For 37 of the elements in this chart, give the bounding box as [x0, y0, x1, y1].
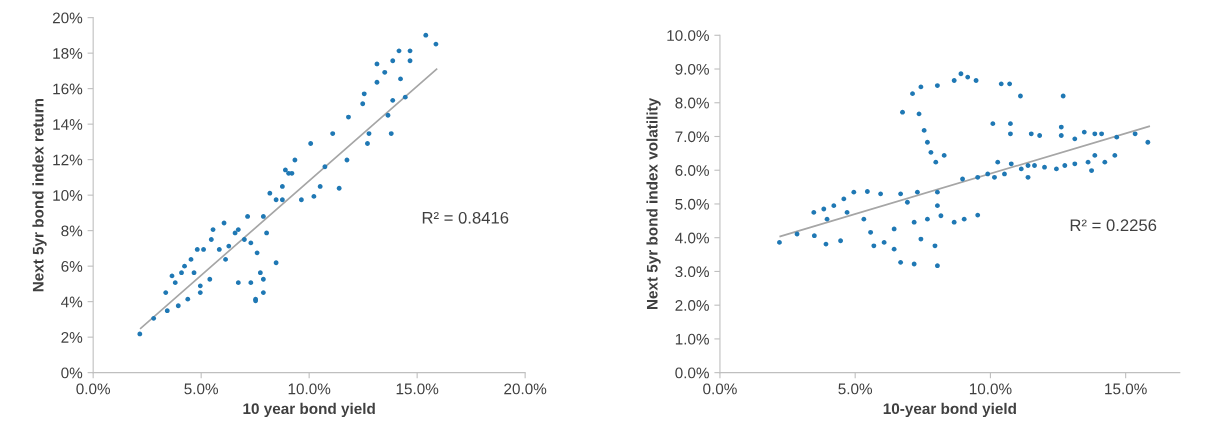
y-tick-label: 8.0% — [675, 97, 709, 109]
y-tick-label: 20% — [52, 12, 83, 24]
y-tick-label: 10.0% — [667, 30, 709, 41]
y-tick-label: 2.0% — [675, 300, 709, 311]
y-tick-label: 8% — [61, 225, 83, 237]
y-tick-label: 5.0% — [675, 198, 709, 210]
y-tick-label: 1.0% — [675, 333, 709, 345]
annotation: R² = 0.8416 — [422, 211, 509, 224]
y-tick-label: 6.0% — [675, 165, 709, 176]
x-tick-label: 20.0% — [504, 383, 547, 395]
y-tick-label: 10% — [53, 190, 83, 201]
y-axis-title: Next 5yr bond index return — [32, 98, 47, 292]
y-tick-label: 0% — [61, 367, 83, 379]
y-tick-label: 16% — [53, 83, 83, 95]
y-tick-label: 14% — [53, 119, 83, 130]
y-tick-label: 9.0% — [675, 63, 709, 75]
annotation: R² = 0.2256 — [1070, 219, 1157, 232]
x-tick-label: 0.0% — [703, 383, 737, 395]
x-tick-label: 5.0% — [184, 383, 219, 395]
x-tick-label: 15.0% — [396, 383, 439, 395]
y-tick-label: 6% — [61, 261, 83, 272]
y-tick-label: 0.0% — [675, 367, 709, 379]
y-tick-label: 18% — [53, 48, 83, 59]
x-tick-label: 5.0% — [838, 383, 873, 395]
x-tick-label: 10.0% — [288, 383, 331, 395]
x-axis-title: 10-year bond yield — [883, 402, 1016, 418]
x-tick-label: 10.0% — [969, 383, 1012, 395]
y-axis-title: Next 5yr bond index volatility — [646, 97, 661, 310]
y-tick-label: 4% — [61, 296, 83, 308]
x-tick-label: 15.0% — [1105, 383, 1147, 395]
y-tick-label: 4.0% — [675, 232, 709, 244]
y-tick-label: 2% — [61, 332, 83, 343]
x-axis-title: 10 year bond yield — [243, 402, 375, 418]
y-tick-label: 7.0% — [675, 131, 709, 143]
y-tick-label: 12% — [53, 154, 83, 166]
y-tick-label: 3.0% — [675, 266, 709, 278]
x-tick-label: 0.0% — [76, 383, 111, 395]
